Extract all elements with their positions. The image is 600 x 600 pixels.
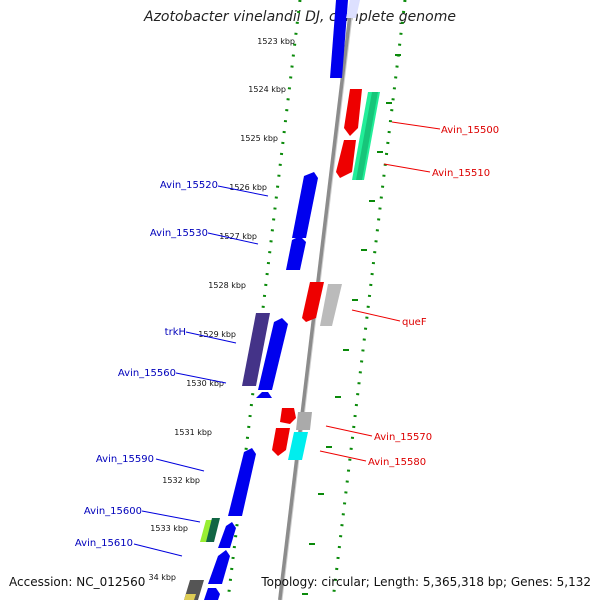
gene-arrow-top-pale[interactable] [346,0,360,18]
leader-avin-15520 [217,185,269,197]
gene-avin-15600-dark[interactable] [206,518,220,542]
gene-arrow-top[interactable] [330,0,348,78]
leader-avin-15560 [175,372,227,384]
svg-text:1529 kbp: 1529 kbp [198,330,236,339]
svg-text:1524 kbp: 1524 kbp [248,85,286,94]
label-avin-15500[interactable]: Avin_15500 [441,125,499,136]
tick-1524: 1524 kbp [248,85,286,94]
gene-green-2[interactable] [356,92,378,180]
gene-bottom-yellow[interactable] [184,594,196,600]
label-avin-15580[interactable]: Avin_15580 [368,457,426,468]
tick-1530: 1530 kbp [186,379,224,388]
gene-avin-15570[interactable] [280,408,296,424]
label-avin-15570[interactable]: Avin_15570 [374,432,432,443]
leader-avin-15570 [325,425,373,437]
svg-text:1527 kbp: 1527 kbp [219,232,257,241]
gene-avin-15560[interactable] [258,318,288,390]
plus-track-ticks [302,54,401,595]
gene-avin-15500[interactable] [344,89,362,136]
tick-1525: 1525 kbp [240,134,278,143]
gene-trkh[interactable] [242,313,270,386]
topology-label: Topology: circular; Length: 5,365,318 bp… [261,575,591,589]
svg-text:1525 kbp: 1525 kbp [240,134,278,143]
tick-1526: 1526 kbp [229,183,267,192]
tick-1528: 1528 kbp [208,281,246,290]
leader-avin-15530 [207,232,259,245]
label-avin-15590[interactable]: Avin_15590 [96,454,154,465]
tick-1523: 1523 kbp [257,37,295,46]
label-avin-15560[interactable]: Avin_15560 [118,368,176,379]
svg-text:1528 kbp: 1528 kbp [208,281,246,290]
svg-text:1533 kbp: 1533 kbp [150,524,188,533]
gene-grey-quef[interactable] [320,284,342,326]
gene-avin-15580[interactable] [272,428,290,456]
gene-grey-15570[interactable] [296,412,312,430]
gene-avin-15590[interactable] [228,448,256,516]
gene-avin-15600[interactable] [218,522,236,548]
label-avin-15610[interactable]: Avin_15610 [75,538,133,549]
gene-avin-15610[interactable] [208,550,230,584]
label-avin-15530[interactable]: Avin_15530 [150,228,208,239]
label-avin-15520[interactable]: Avin_15520 [160,180,218,191]
leader-avin-15580 [319,450,367,462]
svg-text:1526 kbp: 1526 kbp [229,183,267,192]
svg-text:1531 kbp: 1531 kbp [174,428,212,437]
tick-1531: 1531 kbp [174,428,212,437]
gene-quef[interactable] [302,282,324,322]
leader-avin-15610 [133,543,183,557]
svg-text:1530 kbp: 1530 kbp [186,379,224,388]
label-trkh[interactable]: trkH [165,327,186,338]
leader-avin-15500 [391,121,441,130]
svg-text:1532 kbp: 1532 kbp [162,476,200,485]
gene-cyan-15580[interactable] [288,432,308,460]
leader-trkh [185,331,237,344]
accession-label: Accession: NC_012560 [9,575,146,589]
label-avin-15510[interactable]: Avin_15510 [432,168,490,179]
gene-avin-15510[interactable] [336,140,356,178]
leader-avin-15510 [383,163,431,173]
label-quef[interactable]: queF [402,317,427,328]
leader-quef [351,309,401,322]
tick-1527: 1527 kbp [219,232,257,241]
gene-bottom-blue[interactable] [204,588,220,600]
leader-avin-15600 [141,510,201,523]
minus-strand-track [226,0,302,600]
plus-strand-track [331,0,407,600]
svg-text:34 kbp: 34 kbp [148,573,176,582]
gene-avin-15530[interactable] [286,236,306,270]
map-title: Azotobacter vinelandii DJ, complete geno… [144,9,456,25]
tick-1532: 1532 kbp [162,476,200,485]
label-avin-15600[interactable]: Avin_15600 [84,506,142,517]
tick-1533: 1533 kbp [150,524,188,533]
tick-1534: 34 kbp [148,573,176,582]
tick-1529: 1529 kbp [198,330,236,339]
leader-avin-15590 [155,458,205,472]
gene-small-blue[interactable] [256,392,272,398]
gene-avin-15520[interactable] [292,172,318,238]
svg-text:1523 kbp: 1523 kbp [257,37,295,46]
